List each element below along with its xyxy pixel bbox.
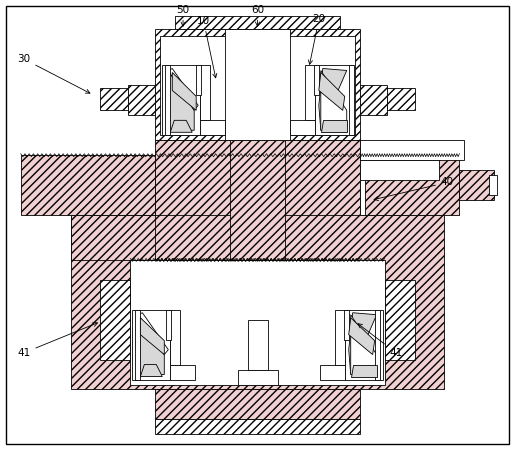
Bar — [238, 369, 278, 384]
Bar — [320, 364, 345, 379]
Bar — [314, 66, 319, 95]
Bar — [359, 155, 365, 215]
Bar — [335, 310, 345, 364]
Bar — [156, 140, 359, 260]
Polygon shape — [319, 68, 347, 130]
Text: 10: 10 — [197, 16, 217, 78]
Bar — [225, 29, 290, 140]
Polygon shape — [351, 315, 376, 374]
Bar — [387, 88, 415, 110]
Polygon shape — [168, 68, 198, 110]
Bar — [200, 66, 210, 120]
Bar — [128, 86, 156, 115]
Bar — [130, 260, 385, 384]
Bar — [160, 36, 355, 135]
Bar — [359, 160, 439, 180]
Bar — [100, 280, 130, 360]
Text: 20: 20 — [308, 14, 325, 64]
Polygon shape — [139, 315, 164, 374]
Bar — [71, 215, 444, 390]
Bar — [385, 280, 415, 360]
Polygon shape — [71, 215, 156, 260]
Bar — [359, 140, 465, 160]
Bar — [165, 66, 170, 135]
Bar — [196, 66, 201, 95]
Polygon shape — [319, 72, 345, 110]
Polygon shape — [321, 120, 347, 132]
Bar — [359, 86, 387, 115]
Bar — [345, 310, 383, 379]
Text: 60: 60 — [251, 4, 264, 26]
Bar — [100, 88, 128, 110]
Bar — [166, 310, 171, 340]
Bar — [156, 29, 359, 140]
Bar — [344, 310, 349, 340]
Polygon shape — [141, 318, 164, 355]
Text: 50: 50 — [177, 4, 190, 26]
Bar — [175, 16, 340, 29]
Bar — [156, 419, 359, 434]
Bar — [156, 390, 359, 419]
Polygon shape — [168, 71, 194, 130]
Bar — [305, 66, 315, 120]
Bar — [21, 155, 156, 215]
Bar — [170, 310, 180, 364]
Text: 40: 40 — [374, 177, 454, 201]
Bar — [315, 66, 353, 135]
Polygon shape — [349, 313, 376, 374]
Text: 41: 41 — [358, 324, 403, 358]
Text: 41: 41 — [18, 323, 97, 358]
Text: 30: 30 — [18, 54, 90, 93]
Bar — [230, 140, 285, 260]
Polygon shape — [349, 318, 374, 355]
Bar — [162, 66, 200, 135]
Bar — [248, 320, 268, 369]
Bar — [349, 66, 354, 135]
Polygon shape — [170, 120, 192, 132]
Polygon shape — [321, 71, 347, 130]
Bar — [374, 310, 380, 379]
Polygon shape — [351, 364, 376, 377]
Polygon shape — [141, 364, 162, 377]
Bar — [489, 175, 497, 195]
Polygon shape — [172, 72, 196, 110]
Bar — [170, 364, 195, 379]
Bar — [132, 310, 170, 379]
Bar — [200, 120, 225, 135]
Polygon shape — [139, 313, 168, 355]
Bar — [459, 170, 494, 200]
Bar — [290, 120, 315, 135]
Bar — [359, 155, 459, 215]
Bar — [135, 310, 141, 379]
